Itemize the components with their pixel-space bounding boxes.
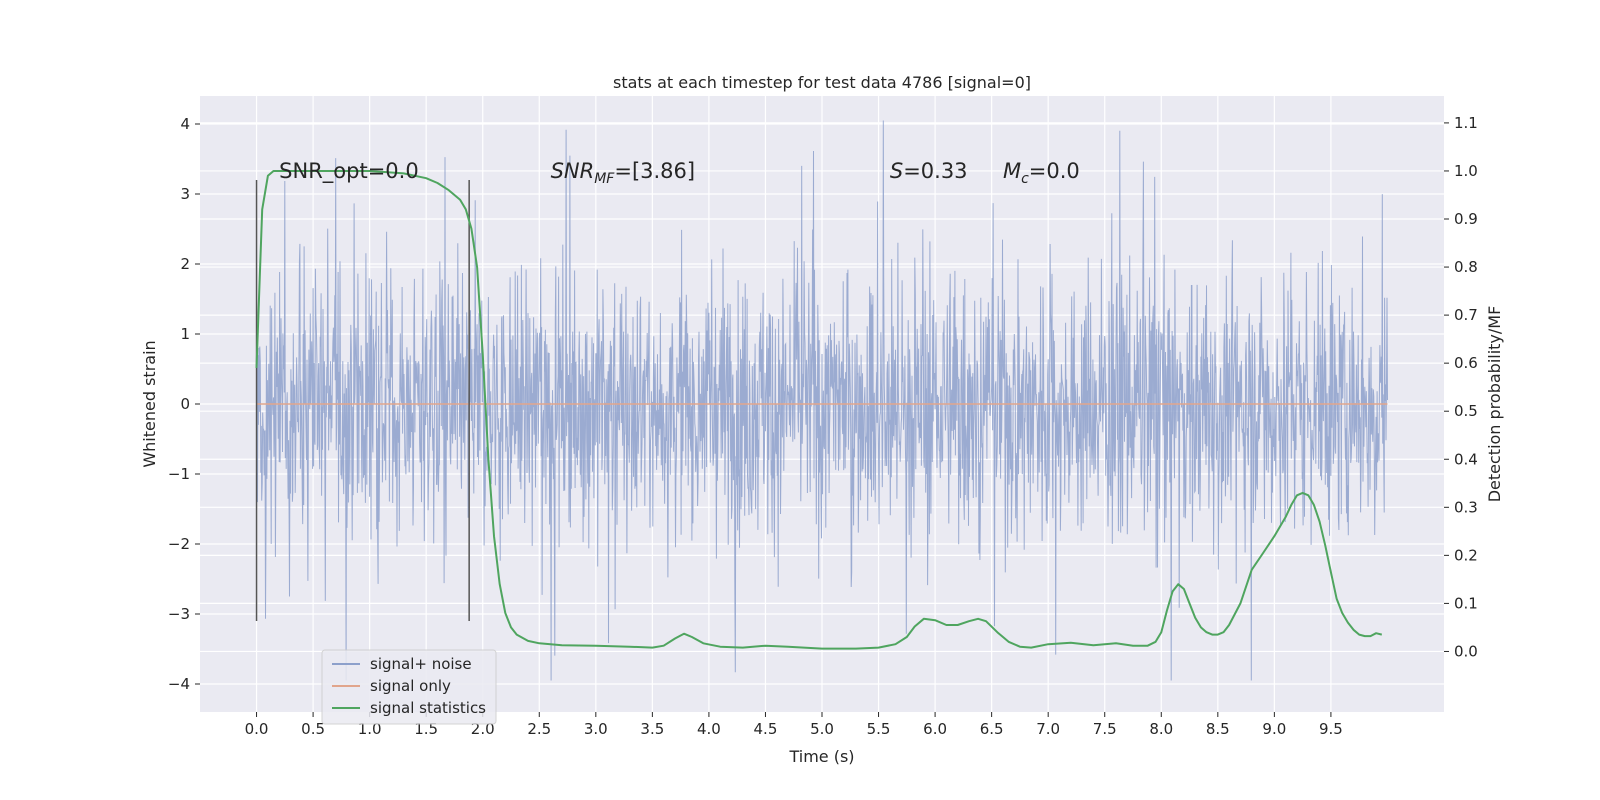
y2-tick-label-1: 1.0 [1454,162,1478,180]
y-tick-label-6: −2 [168,535,190,553]
y-tick-label-4: 0 [180,395,190,413]
y2-axis-label: Detection probability/MF [1485,306,1504,503]
x-tick-label-16: 8.0 [1149,720,1173,738]
x-tick-label-1: 0.5 [301,720,325,738]
y-tick-label-8: −4 [168,675,190,693]
x-tick-label-11: 5.5 [867,720,891,738]
x-tick-label-13: 6.5 [980,720,1004,738]
x-tick-label-6: 3.0 [584,720,608,738]
chart-title: stats at each timestep for test data 478… [613,73,1031,92]
x-tick-label-7: 3.5 [640,720,664,738]
y2-tick-label-9: 0.2 [1454,546,1478,564]
y-tick-label-1: 3 [180,185,190,203]
x-tick-label-19: 9.5 [1319,720,1343,738]
x-tick-label-10: 5.0 [810,720,834,738]
y2-tick-label-3: 0.8 [1454,258,1478,276]
legend-label-stats: signal statistics [370,699,486,717]
legend-box [321,649,497,725]
annotation-2: S=0.33 [890,159,968,183]
y2-tick-label-8: 0.3 [1454,498,1478,516]
legend-label-signal: signal only [370,677,451,695]
y2-tick-label-4: 0.7 [1454,306,1478,324]
x-tick-label-8: 4.0 [697,720,721,738]
x-tick-label-0: 0.0 [245,720,269,738]
series-signal-statistics [255,170,1383,650]
x-tick-label-14: 7.0 [1036,720,1060,738]
y2-tick-label-5: 0.6 [1454,354,1478,372]
noise-trace [256,120,1388,681]
y-tick-label-3: 1 [180,325,190,343]
x-tick-label-12: 6.0 [923,720,947,738]
x-tick-label-17: 8.5 [1206,720,1230,738]
annotations: SNR_opt=0.0 SNRMF=[3.86] S=0.33 Mc=0.0 [279,159,1080,187]
y2-tick-label-11: 0.0 [1454,642,1478,660]
annotation-1: SNRMF=[3.86] [551,159,696,187]
x-tick-label-9: 4.5 [754,720,778,738]
x-tick-label-5: 2.5 [527,720,551,738]
signal-statistics-line [255,170,1383,650]
legend: signal+ noise signal only signal statist… [321,649,497,725]
y-axis-label: Whitened strain [140,340,159,467]
y2-tick-label-7: 0.4 [1454,450,1478,468]
annotation-0: SNR_opt=0.0 [279,159,419,184]
annotation-3: Mc=0.0 [1003,159,1080,187]
y2-axis-ticks: 1.1 1.0 0.9 0.8 0.7 0.6 0.5 0.4 0.3 0.2 0.1 0.0 [1444,114,1478,660]
y2-tick-label-10: 0.1 [1454,594,1478,612]
x-axis-label: Time (s) [788,747,854,766]
y2-tick-label-2: 0.9 [1454,210,1478,228]
x-tick-label-18: 9.0 [1262,720,1286,738]
y-tick-label-5: −1 [168,465,190,483]
y-tick-label-2: 2 [180,255,190,273]
y2-tick-label-0: 1.1 [1454,114,1478,132]
series-signal-plus-noise [256,120,1388,681]
vertical-markers [255,180,470,621]
y-tick-label-7: −3 [168,605,190,623]
y-axis-ticks: 4 3 2 1 0 −1 −2 −3 −4 [168,115,200,693]
y-tick-label-0: 4 [180,115,190,133]
legend-label-noise: signal+ noise [370,655,472,673]
y2-tick-label-6: 0.5 [1454,402,1478,420]
x-tick-label-15: 7.5 [1093,720,1117,738]
